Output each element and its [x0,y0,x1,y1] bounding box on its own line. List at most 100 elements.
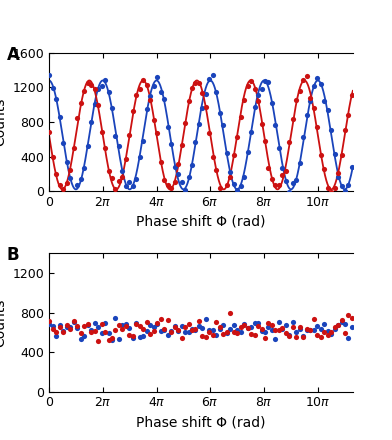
Point [64,158,70,165]
Point [60,328,67,335]
Point [238,324,244,331]
Point [241,320,247,327]
Point [67,167,73,174]
Point [165,124,171,131]
Point [300,333,307,340]
Point [310,315,317,323]
Point [251,319,258,326]
Point [91,86,98,93]
Point [126,179,132,186]
Point [314,74,320,81]
Point [338,152,345,159]
Point [331,185,338,192]
Point [248,78,254,85]
Text: B: B [6,246,19,264]
Point [171,178,178,185]
Point [116,321,122,328]
Point [57,114,63,121]
Point [171,322,178,329]
Point [276,327,282,334]
Point [113,326,119,334]
Point [241,322,247,329]
Point [46,320,53,327]
Point [154,73,160,81]
Point [258,121,265,128]
Point [98,82,105,89]
Point [78,335,84,342]
Point [133,320,140,327]
Text: A: A [6,46,19,64]
Point [290,319,296,326]
Point [213,318,220,325]
Point [213,89,220,96]
Point [165,331,171,338]
Point [300,76,307,83]
Point [265,165,272,172]
Point [293,329,299,336]
Point [223,329,230,336]
Point [57,324,63,331]
Point [251,332,258,339]
Point [53,96,60,103]
Point [113,185,119,192]
Point [314,123,320,130]
Point [293,96,299,103]
Point [342,330,348,337]
Point [161,326,167,334]
Point [276,319,282,326]
Point [245,82,251,89]
Point [217,109,223,116]
Point [283,177,289,184]
Point [143,82,150,89]
Point [338,183,345,190]
Point [220,330,227,337]
Point [328,331,334,338]
Point [328,127,334,134]
Point [265,78,272,85]
Point [130,182,136,189]
Point [255,322,261,329]
Point [262,137,268,144]
Point [217,185,223,192]
Point [57,322,63,329]
Point [279,165,285,172]
Point [307,98,313,105]
Point [95,324,101,331]
Point [151,82,157,89]
Point [318,333,324,340]
Point [196,322,202,329]
Point [158,315,164,323]
Point [53,333,60,340]
Point [255,319,261,326]
Point [199,90,205,97]
Point [158,158,164,165]
Point [223,149,230,156]
Point [189,84,195,92]
Point [342,126,348,133]
Point [189,326,195,333]
Point [314,323,320,330]
Point [60,186,67,193]
Point [269,326,275,333]
Point [286,139,292,146]
Point [272,182,279,189]
Point [321,329,327,336]
Point [265,319,272,326]
Point [182,186,188,193]
Point [46,317,53,324]
Point [123,323,129,330]
Point [335,169,341,176]
Point [321,320,327,327]
Point [74,182,80,189]
Point [230,322,237,329]
Point [50,84,56,91]
Point [71,319,77,326]
Point [318,325,324,332]
Point [328,329,334,336]
Point [258,327,265,334]
Point [241,96,247,103]
Point [50,323,56,330]
Point [213,331,220,338]
Point [85,320,91,327]
Point [262,334,268,341]
